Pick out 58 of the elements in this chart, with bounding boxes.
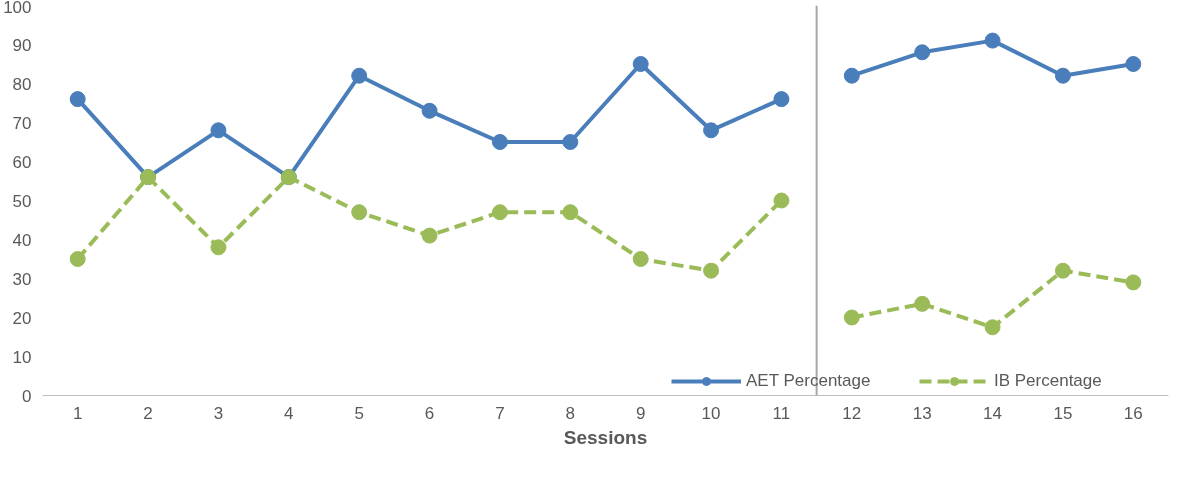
point (984, 32, 1001, 49)
point (703, 262, 720, 279)
point (210, 122, 227, 139)
y-tick-label: 30 (12, 269, 32, 289)
point (1054, 262, 1071, 279)
point (914, 295, 931, 312)
x-tick-label: 6 (424, 403, 435, 423)
point (703, 122, 720, 139)
point (210, 239, 227, 256)
point (69, 91, 86, 108)
x-tick-label: 4 (284, 403, 294, 423)
point (984, 319, 1001, 336)
y-tick-label: 50 (12, 191, 32, 211)
point (491, 134, 508, 150)
point (351, 204, 368, 221)
point (843, 309, 860, 326)
point (562, 204, 579, 221)
x-tick-label: 5 (354, 403, 364, 423)
x-tick-label: 10 (701, 403, 721, 423)
x-tick-label: 1 (72, 403, 83, 423)
x-tick-label: 15 (1053, 403, 1073, 423)
legend-label: IB Percentage (994, 371, 1103, 391)
x-tick-label: 12 (842, 403, 862, 423)
y-tick-label: 100 (3, 0, 32, 17)
point (69, 251, 86, 267)
point (632, 56, 649, 72)
point (562, 134, 579, 150)
point (773, 192, 790, 209)
legend-label: AET Percentage (746, 371, 872, 391)
y-tick-label: 20 (12, 308, 32, 328)
point (914, 44, 931, 61)
y-tick-label: 90 (12, 35, 32, 55)
y-tick-label: 0 (22, 386, 32, 406)
x-tick-label: 16 (1123, 403, 1143, 423)
x-axis-title: Sessions (563, 426, 648, 448)
point (421, 227, 438, 244)
point (1125, 274, 1142, 291)
x-tick-label: 8 (565, 403, 576, 423)
x-tick-label: 13 (912, 403, 932, 423)
point (1054, 67, 1071, 84)
point (632, 251, 649, 267)
y-tick-label: 10 (12, 347, 32, 367)
x-tick-label: 11 (772, 403, 791, 423)
point (773, 91, 790, 108)
point (843, 67, 860, 84)
y-tick-label: 80 (12, 74, 32, 94)
point (351, 67, 368, 84)
point (421, 102, 438, 119)
point (491, 204, 508, 221)
x-tick-label: 2 (143, 403, 153, 423)
x-tick-label: 14 (983, 403, 1003, 423)
x-tick-label: 7 (495, 403, 505, 423)
point (1125, 56, 1142, 72)
x-tick-label: 9 (635, 403, 646, 423)
y-tick-label: 40 (12, 230, 32, 250)
x-tick-label: 3 (213, 403, 224, 423)
y-tick-label: 60 (12, 152, 32, 172)
y-tick-label: 70 (12, 113, 32, 133)
